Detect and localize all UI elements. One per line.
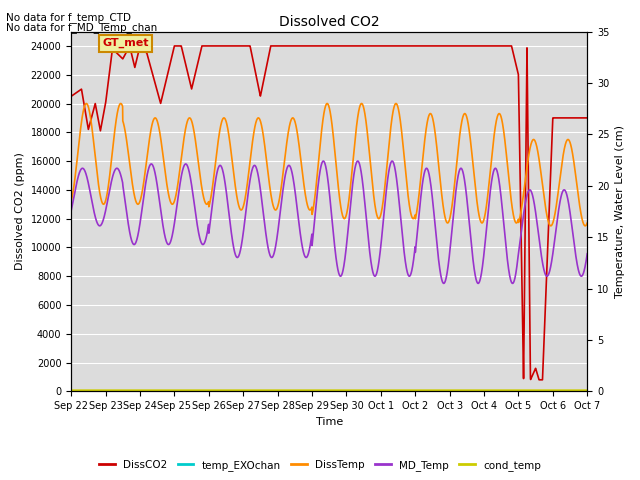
- Legend: DissCO2, temp_EXOchan, DissTemp, MD_Temp, cond_temp: DissCO2, temp_EXOchan, DissTemp, MD_Temp…: [95, 456, 545, 475]
- Title: Dissolved CO2: Dissolved CO2: [279, 15, 380, 29]
- Text: No data for f_temp_CTD: No data for f_temp_CTD: [6, 12, 131, 23]
- Y-axis label: Dissolved CO2 (ppm): Dissolved CO2 (ppm): [15, 153, 25, 270]
- X-axis label: Time: Time: [316, 417, 343, 427]
- Y-axis label: Temperature, Water Level (cm): Temperature, Water Level (cm): [615, 125, 625, 298]
- Text: No data for f_MD_Temp_chan: No data for f_MD_Temp_chan: [6, 22, 157, 33]
- Text: GT_met: GT_met: [102, 38, 148, 48]
